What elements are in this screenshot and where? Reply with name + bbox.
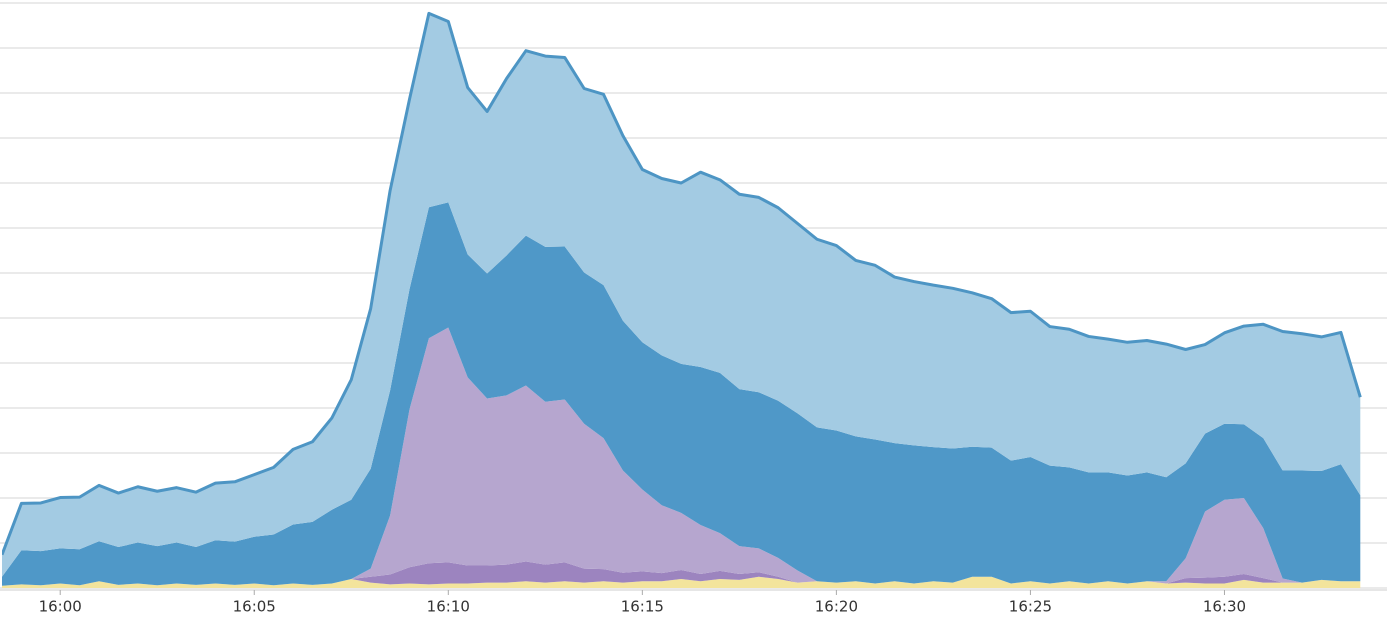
- area: [2, 561, 1361, 586]
- x-tick-label: 16:05: [233, 598, 276, 616]
- x-tick-label: 16:20: [815, 598, 858, 616]
- area-line: [2, 11, 1362, 556]
- x-tick-label: 16:30: [1203, 598, 1246, 616]
- x-tick-label: 16:15: [621, 598, 664, 616]
- x-axis: 16:00 16:05 16:10 16:15 16:20 16:25 16:30: [0, 589, 1387, 616]
- x-tick-label: 16:10: [427, 598, 470, 616]
- area: [2, 202, 1361, 586]
- area: [2, 576, 1361, 588]
- plot-area: [2, 11, 1362, 588]
- area: [2, 13, 1361, 577]
- x-tick-label: 16:00: [39, 598, 82, 616]
- area: [2, 327, 1361, 586]
- x-tick-label: 16:25: [1009, 598, 1052, 616]
